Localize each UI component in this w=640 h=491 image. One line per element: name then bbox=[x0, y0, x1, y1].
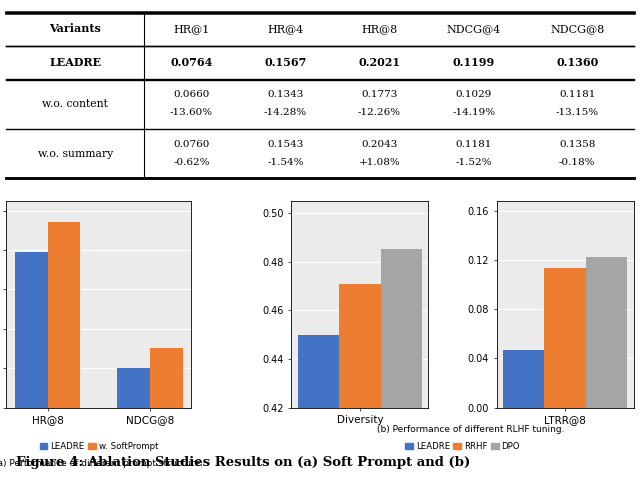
Bar bbox=[545, 269, 586, 408]
Text: +1.08%: +1.08% bbox=[358, 158, 401, 167]
X-axis label: (a) Performance of different prompt structure.: (a) Performance of different prompt stru… bbox=[0, 459, 204, 467]
Text: (b) Performance of different RLHF tuning.: (b) Performance of different RLHF tuning… bbox=[377, 425, 564, 434]
Text: 0.1567: 0.1567 bbox=[264, 56, 307, 68]
Text: 0.1543: 0.1543 bbox=[268, 140, 304, 149]
Text: Figure 4: Ablation Studies Results on (a) Soft Prompt and (b): Figure 4: Ablation Studies Results on (a… bbox=[16, 456, 470, 469]
Bar bbox=[298, 334, 339, 491]
Text: 0.1360: 0.1360 bbox=[556, 56, 598, 68]
Bar bbox=[117, 368, 150, 491]
Text: -13.15%: -13.15% bbox=[556, 109, 598, 117]
Text: -14.19%: -14.19% bbox=[452, 109, 495, 117]
Bar bbox=[47, 222, 81, 491]
Text: -13.60%: -13.60% bbox=[170, 109, 213, 117]
Text: 0.1181: 0.1181 bbox=[559, 90, 595, 99]
Text: -1.54%: -1.54% bbox=[268, 158, 304, 167]
Text: w.o. summary: w.o. summary bbox=[38, 148, 113, 159]
Text: 0.1181: 0.1181 bbox=[456, 140, 492, 149]
Text: Variants: Variants bbox=[49, 24, 101, 34]
Text: 0.0660: 0.0660 bbox=[173, 90, 210, 99]
Text: NDCG@8: NDCG@8 bbox=[550, 24, 604, 34]
Text: 0.1773: 0.1773 bbox=[362, 90, 398, 99]
Text: 0.2043: 0.2043 bbox=[362, 140, 398, 149]
Text: NDCG@4: NDCG@4 bbox=[447, 24, 500, 34]
Bar bbox=[586, 257, 627, 408]
Text: 0.1343: 0.1343 bbox=[268, 90, 304, 99]
Text: 0.2021: 0.2021 bbox=[358, 56, 401, 68]
Text: -14.28%: -14.28% bbox=[264, 109, 307, 117]
Bar bbox=[150, 349, 183, 491]
Bar bbox=[503, 350, 545, 408]
Bar bbox=[339, 283, 381, 491]
Text: 0.1358: 0.1358 bbox=[559, 140, 595, 149]
Text: -12.26%: -12.26% bbox=[358, 109, 401, 117]
Text: HR@4: HR@4 bbox=[268, 24, 303, 34]
Text: HR@1: HR@1 bbox=[173, 24, 209, 34]
Text: HR@8: HR@8 bbox=[362, 24, 397, 34]
Text: -0.62%: -0.62% bbox=[173, 158, 210, 167]
Text: w.o. content: w.o. content bbox=[42, 99, 108, 109]
Text: -1.52%: -1.52% bbox=[456, 158, 492, 167]
Bar bbox=[15, 252, 47, 491]
Text: 0.1199: 0.1199 bbox=[452, 56, 495, 68]
Legend: LEADRE, RRHF, DPO: LEADRE, RRHF, DPO bbox=[402, 438, 523, 455]
Text: LEADRE: LEADRE bbox=[49, 56, 102, 68]
Text: 0.0760: 0.0760 bbox=[173, 140, 210, 149]
Text: 0.1029: 0.1029 bbox=[456, 90, 492, 99]
Bar bbox=[381, 249, 422, 491]
Legend: LEADRE, w. SoftPrompt: LEADRE, w. SoftPrompt bbox=[36, 438, 162, 455]
Text: 0.0764: 0.0764 bbox=[170, 56, 212, 68]
Text: -0.18%: -0.18% bbox=[559, 158, 595, 167]
